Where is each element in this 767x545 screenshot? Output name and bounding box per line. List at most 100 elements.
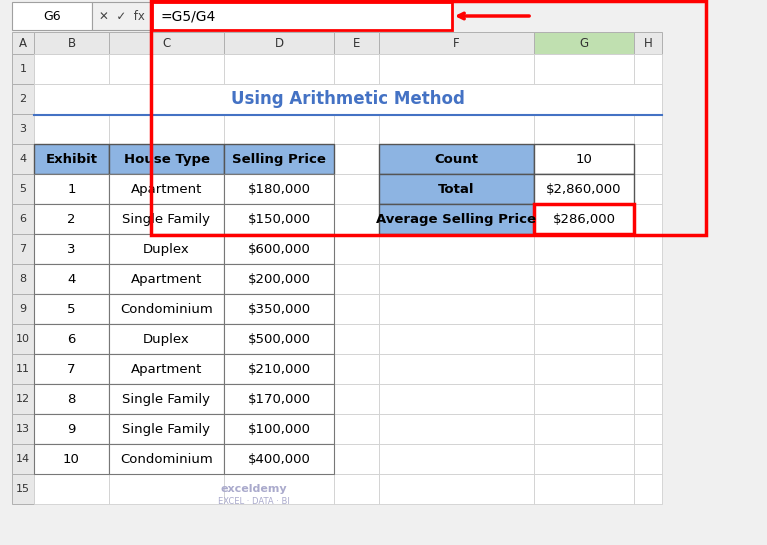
FancyBboxPatch shape bbox=[379, 444, 534, 474]
Text: 5: 5 bbox=[67, 302, 76, 316]
FancyBboxPatch shape bbox=[634, 384, 662, 414]
FancyBboxPatch shape bbox=[109, 264, 224, 294]
FancyBboxPatch shape bbox=[12, 114, 34, 144]
FancyBboxPatch shape bbox=[534, 144, 634, 174]
FancyBboxPatch shape bbox=[224, 384, 334, 414]
FancyBboxPatch shape bbox=[334, 234, 379, 264]
FancyBboxPatch shape bbox=[109, 174, 224, 204]
FancyBboxPatch shape bbox=[34, 354, 109, 384]
FancyBboxPatch shape bbox=[34, 414, 109, 444]
FancyBboxPatch shape bbox=[334, 174, 379, 204]
FancyBboxPatch shape bbox=[109, 84, 224, 114]
Text: 2: 2 bbox=[19, 94, 27, 104]
FancyBboxPatch shape bbox=[534, 264, 634, 294]
Text: Duplex: Duplex bbox=[143, 243, 190, 256]
FancyBboxPatch shape bbox=[34, 354, 109, 384]
Text: 10: 10 bbox=[63, 452, 80, 465]
Text: $100,000: $100,000 bbox=[248, 422, 311, 435]
FancyBboxPatch shape bbox=[109, 144, 224, 174]
FancyBboxPatch shape bbox=[12, 234, 34, 264]
Text: Apartment: Apartment bbox=[131, 183, 202, 196]
FancyBboxPatch shape bbox=[34, 294, 109, 324]
FancyBboxPatch shape bbox=[224, 54, 334, 84]
FancyBboxPatch shape bbox=[379, 54, 534, 84]
FancyBboxPatch shape bbox=[92, 2, 152, 30]
FancyBboxPatch shape bbox=[534, 144, 634, 174]
Text: 12: 12 bbox=[16, 394, 30, 404]
FancyBboxPatch shape bbox=[534, 204, 634, 234]
FancyBboxPatch shape bbox=[379, 414, 534, 444]
FancyBboxPatch shape bbox=[634, 474, 662, 504]
FancyBboxPatch shape bbox=[109, 444, 224, 474]
FancyBboxPatch shape bbox=[534, 294, 634, 324]
FancyBboxPatch shape bbox=[534, 414, 634, 444]
Text: G: G bbox=[579, 37, 588, 50]
FancyBboxPatch shape bbox=[12, 84, 34, 114]
FancyBboxPatch shape bbox=[12, 294, 34, 324]
Text: Apartment: Apartment bbox=[131, 362, 202, 376]
Text: Single Family: Single Family bbox=[123, 422, 210, 435]
Text: 5: 5 bbox=[19, 184, 27, 194]
FancyBboxPatch shape bbox=[534, 84, 634, 114]
FancyBboxPatch shape bbox=[224, 384, 334, 414]
FancyBboxPatch shape bbox=[109, 324, 224, 354]
FancyBboxPatch shape bbox=[109, 444, 224, 474]
Text: 8: 8 bbox=[19, 274, 27, 284]
Text: ✕  ✓  fx: ✕ ✓ fx bbox=[99, 9, 145, 22]
Text: 9: 9 bbox=[19, 304, 27, 314]
FancyBboxPatch shape bbox=[224, 114, 334, 144]
FancyBboxPatch shape bbox=[534, 204, 634, 234]
FancyBboxPatch shape bbox=[224, 84, 334, 114]
FancyBboxPatch shape bbox=[152, 2, 452, 30]
FancyBboxPatch shape bbox=[34, 174, 109, 204]
Text: 4: 4 bbox=[67, 272, 76, 286]
Text: B: B bbox=[67, 37, 76, 50]
FancyBboxPatch shape bbox=[534, 354, 634, 384]
FancyBboxPatch shape bbox=[634, 444, 662, 474]
FancyBboxPatch shape bbox=[379, 234, 534, 264]
FancyBboxPatch shape bbox=[379, 384, 534, 414]
FancyBboxPatch shape bbox=[634, 174, 662, 204]
Text: F: F bbox=[453, 37, 459, 50]
Text: $350,000: $350,000 bbox=[248, 302, 311, 316]
FancyBboxPatch shape bbox=[224, 414, 334, 444]
Text: Selling Price: Selling Price bbox=[232, 153, 326, 166]
Text: 8: 8 bbox=[67, 392, 76, 405]
Text: $180,000: $180,000 bbox=[248, 183, 311, 196]
FancyBboxPatch shape bbox=[34, 32, 109, 54]
FancyBboxPatch shape bbox=[109, 384, 224, 414]
FancyBboxPatch shape bbox=[34, 474, 109, 504]
FancyBboxPatch shape bbox=[224, 204, 334, 234]
FancyBboxPatch shape bbox=[109, 474, 224, 504]
FancyBboxPatch shape bbox=[634, 32, 662, 54]
FancyBboxPatch shape bbox=[34, 84, 662, 114]
FancyBboxPatch shape bbox=[224, 294, 334, 324]
FancyBboxPatch shape bbox=[379, 474, 534, 504]
Text: $600,000: $600,000 bbox=[248, 243, 311, 256]
FancyBboxPatch shape bbox=[224, 324, 334, 354]
FancyBboxPatch shape bbox=[109, 294, 224, 324]
FancyBboxPatch shape bbox=[109, 414, 224, 444]
FancyBboxPatch shape bbox=[534, 174, 634, 204]
FancyBboxPatch shape bbox=[224, 354, 334, 384]
FancyBboxPatch shape bbox=[334, 264, 379, 294]
FancyBboxPatch shape bbox=[12, 324, 34, 354]
Text: exceldemy: exceldemy bbox=[221, 484, 288, 494]
Text: Exhibit: Exhibit bbox=[45, 153, 97, 166]
FancyBboxPatch shape bbox=[534, 114, 634, 144]
FancyBboxPatch shape bbox=[224, 354, 334, 384]
FancyBboxPatch shape bbox=[334, 294, 379, 324]
FancyBboxPatch shape bbox=[224, 204, 334, 234]
Text: 1: 1 bbox=[19, 64, 27, 74]
Text: Count: Count bbox=[434, 153, 479, 166]
FancyBboxPatch shape bbox=[224, 444, 334, 474]
FancyBboxPatch shape bbox=[34, 384, 109, 414]
Text: $286,000: $286,000 bbox=[552, 213, 615, 226]
FancyBboxPatch shape bbox=[634, 114, 662, 144]
Text: H: H bbox=[644, 37, 653, 50]
FancyBboxPatch shape bbox=[379, 84, 534, 114]
Text: 3: 3 bbox=[67, 243, 76, 256]
Text: $170,000: $170,000 bbox=[248, 392, 311, 405]
FancyBboxPatch shape bbox=[109, 114, 224, 144]
FancyBboxPatch shape bbox=[379, 174, 534, 204]
